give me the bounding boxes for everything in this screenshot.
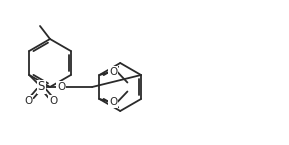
- Text: O: O: [109, 97, 118, 107]
- Text: S: S: [38, 80, 45, 94]
- Text: O: O: [49, 96, 57, 106]
- Text: O: O: [109, 67, 118, 77]
- Text: O: O: [24, 96, 32, 106]
- Text: O: O: [57, 82, 65, 92]
